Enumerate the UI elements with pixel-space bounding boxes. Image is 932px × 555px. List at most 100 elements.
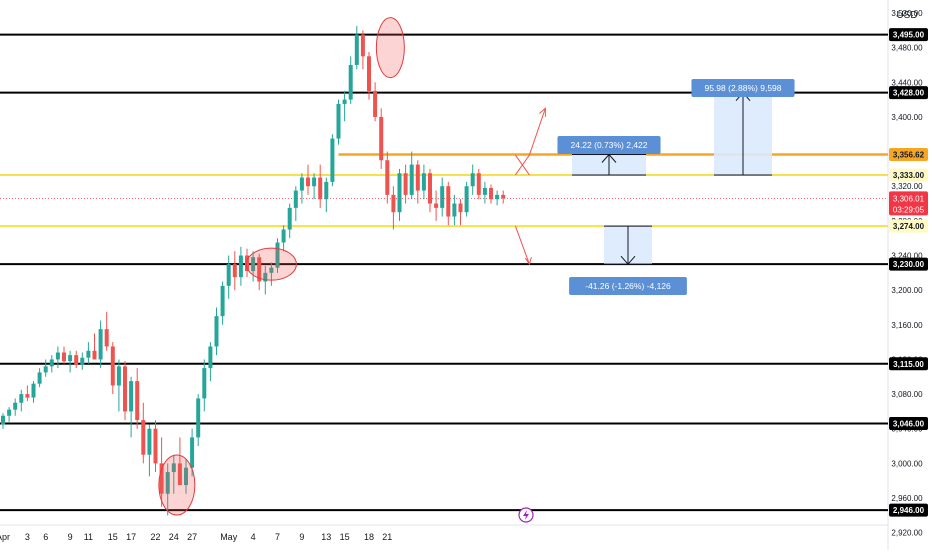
candle-body <box>80 357 85 365</box>
highlight-ellipse <box>245 247 297 281</box>
measure-label: 24.22 (0.73%) 2,422 <box>570 140 647 150</box>
time-tick-label: 17 <box>126 532 136 542</box>
candle-body <box>391 194 396 213</box>
candle-body <box>159 463 164 494</box>
price-tick-label: 3,400.00 <box>891 113 923 122</box>
candle-body <box>269 267 274 273</box>
candle-body <box>171 463 176 473</box>
candle-body <box>116 366 121 386</box>
measure-label-bg <box>569 277 687 295</box>
price-tick-label: 3,080.00 <box>891 390 923 399</box>
candle-body <box>428 173 432 204</box>
candle-body <box>214 316 219 347</box>
time-tick-label: 27 <box>187 532 197 542</box>
candle-body <box>55 352 60 360</box>
time-tick-label: 3 <box>25 532 30 542</box>
candle-body <box>245 255 249 272</box>
candle-body <box>153 428 158 464</box>
candle-body <box>476 173 481 195</box>
candle-body <box>68 355 73 362</box>
scenario-arrow-down-head <box>524 257 532 266</box>
highlight-ellipse <box>375 17 405 79</box>
level-label: 3,428.00 <box>893 89 925 98</box>
candle-body <box>336 103 341 139</box>
level-label: 3,495.00 <box>893 31 925 40</box>
time-tick-label: 6 <box>43 532 48 542</box>
candle-body <box>86 350 91 358</box>
candle-body <box>123 366 127 412</box>
candle-body <box>281 229 286 243</box>
candle-body <box>49 359 54 367</box>
candle-body <box>293 190 298 208</box>
candle-body <box>196 398 201 438</box>
candle-body <box>446 186 451 217</box>
candle-body <box>482 187 487 195</box>
candle-body <box>43 366 48 373</box>
level-label-bg <box>889 168 928 182</box>
candle-body <box>135 381 140 421</box>
candle-body <box>190 437 195 468</box>
candle-body <box>19 394 24 403</box>
candle-body <box>1 415 5 425</box>
measure-arrow-head <box>620 255 636 265</box>
level-label-bg <box>889 503 928 517</box>
candle-body <box>306 177 310 187</box>
time-tick-label: 21 <box>382 532 392 542</box>
candle-body <box>275 242 280 268</box>
level-label-bg <box>889 148 928 162</box>
price-tick-label: 3,320.00 <box>891 182 923 191</box>
level-label: 3,115.00 <box>893 360 924 369</box>
candle-body <box>440 186 445 208</box>
level-label: 3,274.00 <box>893 222 925 231</box>
scenario-arrow-down <box>514 225 530 265</box>
time-tick-label: 4 <box>251 532 256 542</box>
event-lightning-bolt <box>523 510 529 520</box>
time-tick-label: 15 <box>108 532 118 542</box>
candle-body <box>208 346 213 369</box>
candle-body <box>287 207 292 230</box>
candle-body <box>263 272 268 282</box>
candle-body <box>415 164 420 191</box>
measure-label: -41.26 (-1.26%) -4,126 <box>585 281 671 291</box>
candle-body <box>330 138 335 182</box>
candle-body <box>312 177 317 187</box>
current-price-label: 3,306.01 <box>893 194 925 203</box>
candle-body <box>165 472 170 494</box>
candle-body <box>397 173 402 213</box>
time-tick-label: 15 <box>340 532 350 542</box>
scenario-arrow-up-head <box>539 107 546 117</box>
time-tick-label: 13 <box>321 532 331 542</box>
scenario-arrow-up <box>514 108 546 176</box>
time-tick-label: May <box>220 532 238 542</box>
price-tick-label: 2,960.00 <box>891 494 923 503</box>
candle-body <box>202 368 207 399</box>
level-layer <box>0 33 888 512</box>
level-label-bg <box>889 86 928 100</box>
candle-body <box>452 203 457 217</box>
candle-body <box>141 420 146 455</box>
price-tick-label: 3,000.00 <box>891 459 923 468</box>
candle-body <box>324 181 329 200</box>
candle-body <box>458 203 463 213</box>
candle-body <box>147 428 152 455</box>
candle-body <box>37 372 42 384</box>
candle-body <box>434 203 439 208</box>
candle-body <box>409 164 414 195</box>
measure-label: 95.98 (2.88%) 9,598 <box>704 83 781 93</box>
candle-body <box>110 346 115 386</box>
candle-body <box>31 383 36 398</box>
time-tick-label: 9 <box>68 532 73 542</box>
candle-body <box>379 116 384 161</box>
time-tick-label: 9 <box>299 532 304 542</box>
candle-body <box>367 56 371 91</box>
time-tick-label: 24 <box>169 532 179 542</box>
candle-body <box>495 194 500 200</box>
candle-body <box>299 177 304 191</box>
candle-body <box>184 467 188 486</box>
candle-body <box>360 34 365 57</box>
candle-body <box>501 194 506 199</box>
candle-body <box>464 186 469 213</box>
time-tick-label: 11 <box>84 532 93 542</box>
